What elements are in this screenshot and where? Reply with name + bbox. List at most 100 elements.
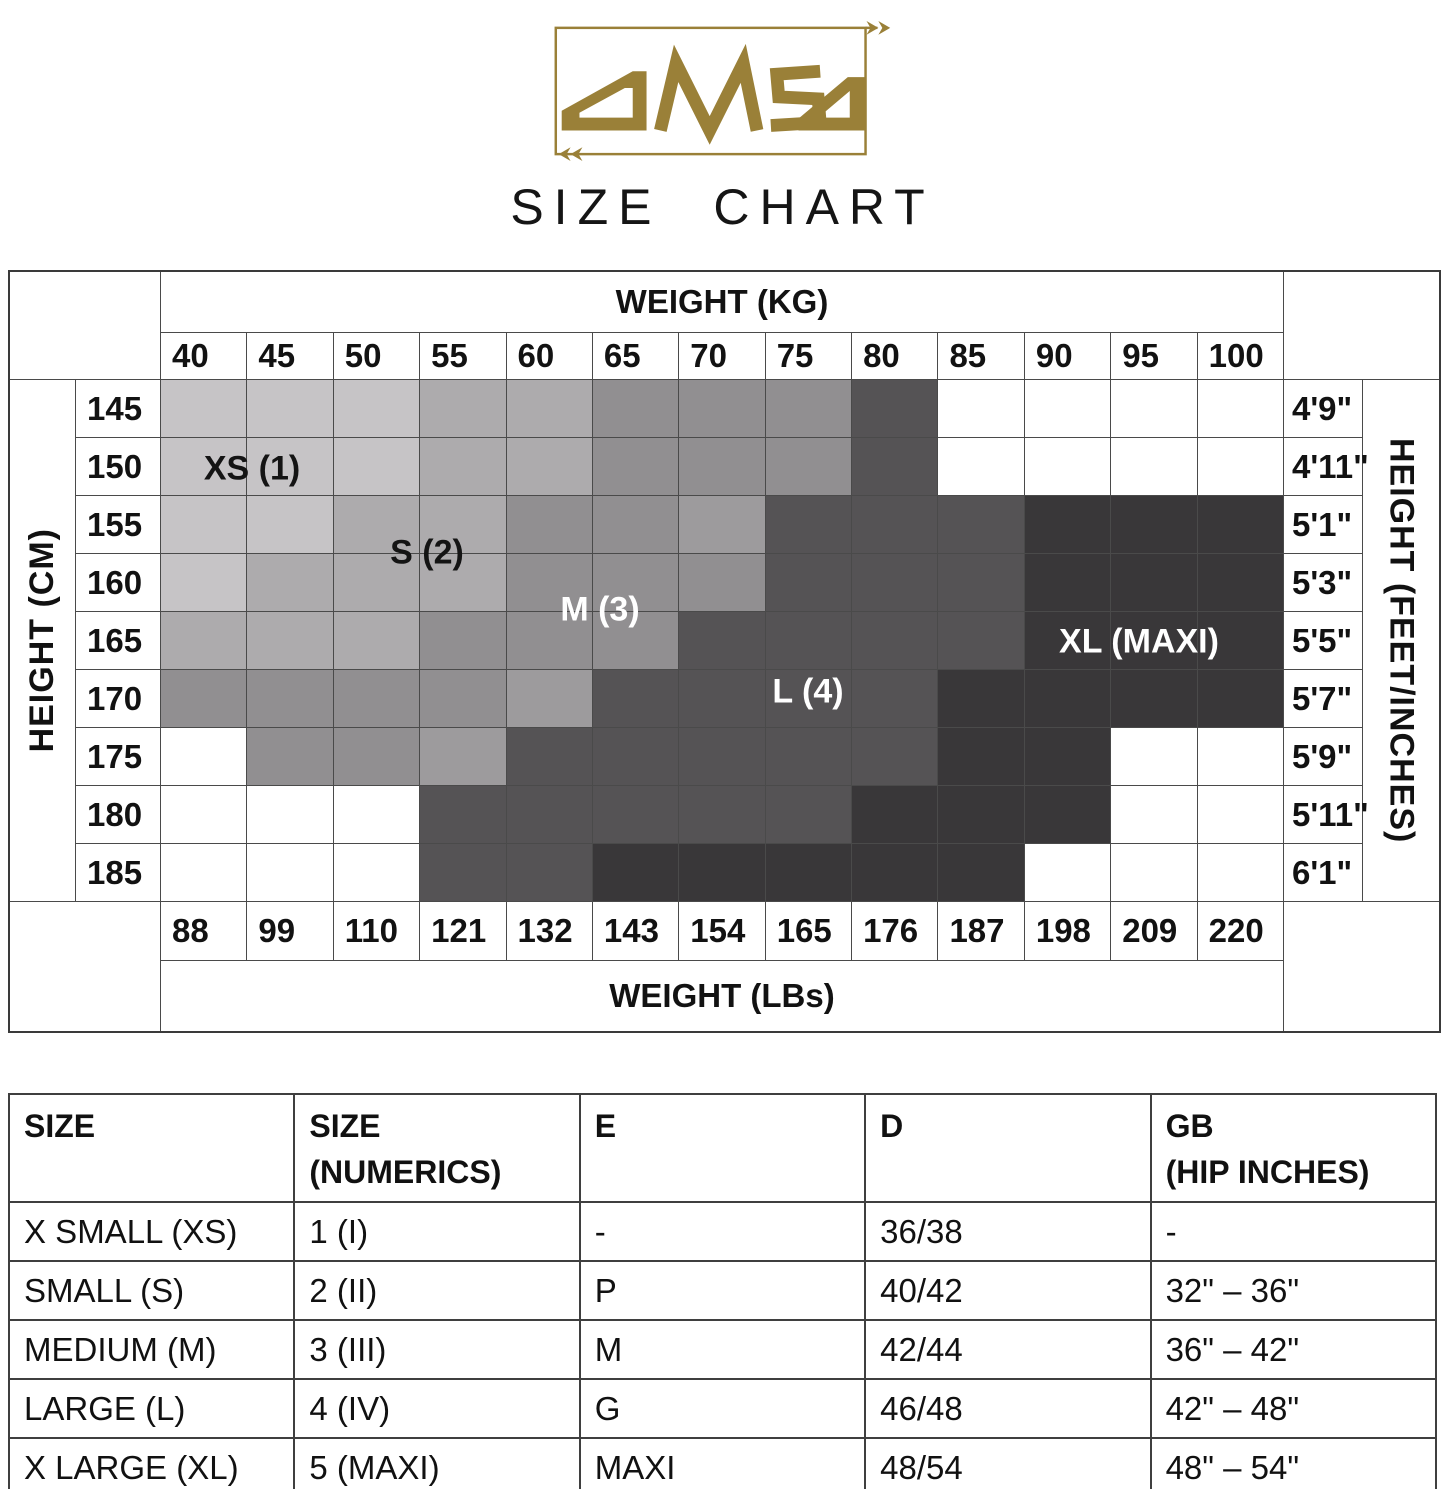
size-table-cell: X SMALL (XS)	[7, 1201, 296, 1262]
grid-corner-bottom-left	[10, 902, 160, 1031]
weight-kg-tick: 40	[161, 333, 247, 379]
grid-cell	[506, 380, 592, 437]
grid-cell	[852, 554, 938, 611]
grid-cell	[420, 728, 506, 785]
height-cm-tick: 145	[76, 380, 160, 437]
grid-cell	[247, 438, 333, 495]
grid-cell	[1024, 380, 1111, 437]
grid-cell	[592, 728, 679, 785]
weight-kg-tick: 100	[1197, 333, 1283, 379]
size-table-cell: X LARGE (XL)	[7, 1437, 296, 1489]
size-table-cell: 46/48	[864, 1378, 1152, 1439]
weight-lbs-tick: 154	[679, 902, 765, 960]
grid-cell	[333, 554, 420, 611]
grid-cell	[333, 612, 420, 669]
grid-cell	[1197, 612, 1283, 669]
grid-cell	[420, 844, 506, 901]
weight-kg-tick: 95	[1111, 333, 1197, 379]
omsa-logo	[540, 6, 905, 174]
grid-cell	[420, 612, 506, 669]
height-cm-tick: 175	[76, 728, 160, 785]
grid-cell	[420, 554, 506, 611]
size-table-cell: 48/54	[864, 1437, 1152, 1489]
size-table-body: X SMALL (XS) 1 (I) -36/38- SMALL (S) 2 (II) P…	[7, 1201, 1438, 1489]
height-ftin-tick: 4'11"	[1283, 438, 1369, 495]
grid-cell	[161, 728, 247, 785]
grid-cell	[247, 380, 333, 437]
size-table-cell: 5 (MAXI)	[293, 1437, 581, 1489]
size-grid: WEIGHT (KG) HEIGHT (CM) HEIGHT (FEET/INC…	[8, 270, 1441, 1033]
grid-cell	[852, 786, 938, 843]
page-title: SIZE CHART	[510, 179, 935, 235]
grid-cell	[938, 554, 1024, 611]
grid-cell	[679, 612, 765, 669]
grid-cell	[161, 670, 247, 727]
grid-cell	[247, 670, 333, 727]
grid-cell	[333, 380, 420, 437]
size-table-header: GB (HIP INCHES)	[1149, 1093, 1438, 1203]
size-table-cell: SMALL (S)	[7, 1260, 296, 1321]
grid-cell	[938, 380, 1024, 437]
height-cm-tick: 155	[76, 496, 160, 553]
height-cm-tick: 170	[76, 670, 160, 727]
grid-cell	[420, 438, 506, 495]
grid-cell	[333, 728, 420, 785]
size-table-row: X SMALL (XS) 1 (I) -36/38-	[7, 1201, 1438, 1262]
weight-lbs-tick: 88	[161, 902, 247, 960]
grid-cell	[679, 554, 765, 611]
size-table-header: SIZE	[7, 1093, 296, 1203]
size-table-header: E	[578, 1093, 867, 1203]
size-conversion-table: SIZE SIZE (NUMERICS) E D GB (HIP INCHES) X S…	[7, 1093, 1438, 1489]
size-table-cell: 2 (II)	[293, 1260, 581, 1321]
grid-cell	[852, 612, 938, 669]
size-table-cell: -	[1149, 1201, 1438, 1262]
weight-kg-tick: 90	[1024, 333, 1111, 379]
size-table-cell: LARGE (L)	[7, 1378, 296, 1439]
weight-lbs-tick: 143	[592, 902, 679, 960]
grid-cell	[1111, 380, 1197, 437]
grid-cell	[592, 554, 679, 611]
grid-cell	[420, 670, 506, 727]
grid-cell	[1111, 438, 1197, 495]
logo-arrow-icon	[558, 20, 891, 162]
height-cm-tick: 150	[76, 438, 160, 495]
size-table-cell: 42" – 48"	[1149, 1378, 1438, 1439]
size-table-cell: 1 (I)	[293, 1201, 581, 1262]
size-table-row: X LARGE (XL) 5 (MAXI) MAXI 48/54 48" – 54"	[7, 1437, 1438, 1489]
grid-cell	[333, 844, 420, 901]
grid-cell	[592, 612, 679, 669]
grid-cell	[420, 786, 506, 843]
grid-cell	[852, 670, 938, 727]
grid-cell	[1197, 554, 1283, 611]
grid-cell	[679, 496, 765, 553]
grid-cell	[161, 554, 247, 611]
grid-cell	[161, 612, 247, 669]
grid-cell	[420, 380, 506, 437]
weight-lbs-tick: 198	[1024, 902, 1111, 960]
height-cm-tick: 160	[76, 554, 160, 611]
grid-cell	[247, 612, 333, 669]
grid-cell	[1024, 612, 1111, 669]
grid-cell	[765, 554, 852, 611]
grid-corner-top-right	[1283, 272, 1439, 379]
grid-cell	[765, 438, 852, 495]
grid-cell	[506, 728, 592, 785]
weight-lbs-tick: 187	[938, 902, 1024, 960]
weight-lbs-tick: 121	[420, 902, 506, 960]
weight-kg-tick: 45	[247, 333, 333, 379]
grid-cell	[765, 612, 852, 669]
grid-cell	[852, 728, 938, 785]
grid-cell	[765, 670, 852, 727]
height-ftin-axis-label: HEIGHT (FEET/INCHES)	[1362, 380, 1439, 901]
grid-cell	[333, 438, 420, 495]
grid-cell	[1197, 496, 1283, 553]
grid-cell	[765, 380, 852, 437]
size-table-row: MEDIUM (M) 3 (III) M 42/44 36" – 42"	[7, 1319, 1438, 1380]
grid-cell	[506, 554, 592, 611]
grid-cell	[1197, 844, 1283, 901]
grid-cell	[679, 844, 765, 901]
grid-cell	[333, 496, 420, 553]
grid-cell	[1111, 554, 1197, 611]
weight-kg-tick: 80	[852, 333, 938, 379]
grid-cell	[161, 496, 247, 553]
